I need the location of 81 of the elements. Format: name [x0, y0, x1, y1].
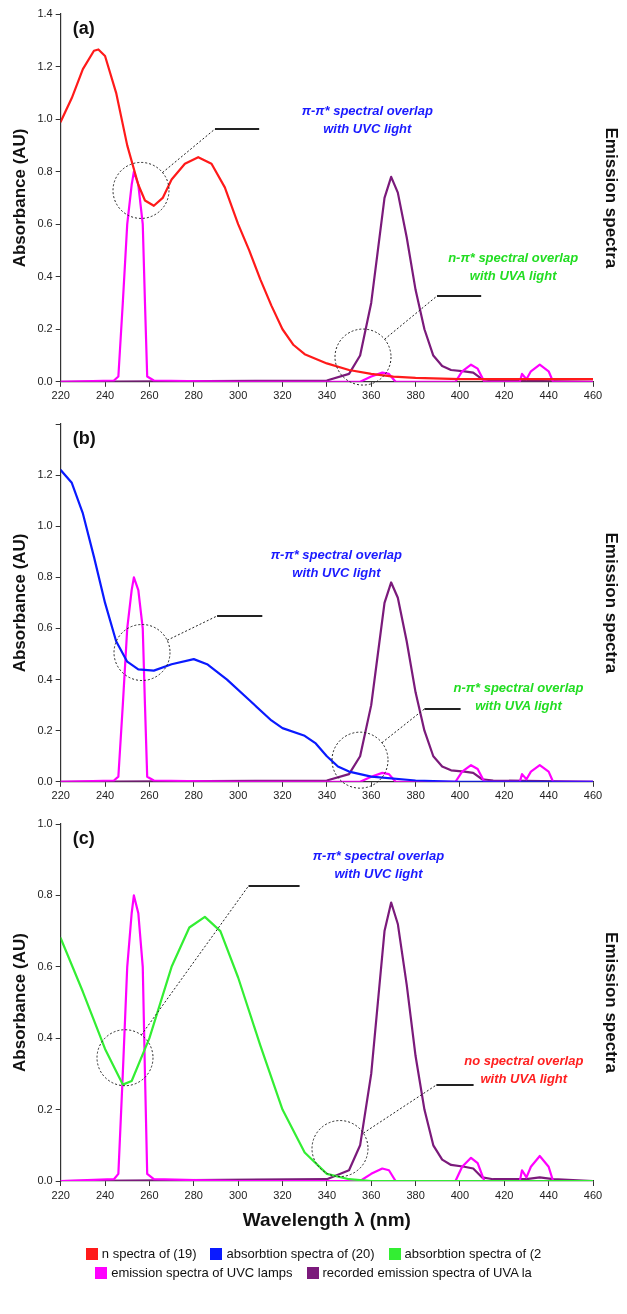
x-tick-label: 320	[273, 789, 292, 802]
y-tick-label: 1.0	[37, 817, 53, 830]
y2-axis-title: Emission spectra	[602, 932, 622, 1074]
y-tick-label: 0.4	[37, 269, 53, 282]
annotation: no spectral overlap with UVA light	[464, 1052, 584, 1089]
y-axis-title: Absorbance (AU)	[9, 533, 29, 673]
x-tick-label: 320	[273, 389, 292, 402]
y-tick-label: 1.0	[37, 519, 53, 532]
annotation: π-π* spectral overlap with UVC light	[301, 102, 433, 139]
y-tick-label: 1.2	[37, 59, 53, 72]
x-tick-label: 440	[539, 389, 558, 402]
y-tick-label: 0.6	[37, 621, 53, 634]
y-tick-label: 1.4	[37, 7, 53, 20]
x-tick-label: 440	[539, 1188, 558, 1201]
x-tick-label: 380	[406, 789, 425, 802]
x-tick-label: 240	[95, 389, 115, 402]
x-tick-label: 240	[95, 1188, 115, 1201]
x-tick-label: 260	[140, 1188, 159, 1201]
x-tick-label: 380	[406, 1188, 425, 1201]
legend-label: absorbtion spectra of (20)	[226, 1246, 375, 1261]
y-tick-label: 0.2	[37, 723, 53, 736]
x-tick-label: 220	[51, 389, 70, 402]
y-tick-label: 0.6	[37, 217, 53, 230]
y-axis-title: Absorbance (AU)	[9, 128, 29, 268]
y-tick-label: 0.4	[37, 1031, 53, 1044]
annotation: n-π* spectral overlap with UVA light	[453, 678, 584, 715]
y2-axis-title: Emission spectra	[602, 127, 622, 269]
x-tick-label: 280	[184, 789, 203, 802]
x-tick-label: 360	[362, 1188, 381, 1201]
y-tick-label: 1.0	[37, 112, 53, 125]
x-tick-label: 300	[228, 1188, 248, 1201]
x-tick-label: 400	[450, 789, 470, 802]
annotation: π-π* spectral overlap with UVC light	[312, 847, 445, 884]
y-tick-label: 0.2	[37, 322, 53, 335]
chart-title: (c)	[72, 827, 95, 848]
x-tick-label: 420	[495, 389, 514, 402]
chart-title: (a)	[72, 17, 95, 38]
x-tick-label: 360	[362, 389, 381, 402]
x-tick-label: 300	[228, 389, 248, 402]
x-tick-label: 320	[273, 1188, 292, 1201]
x-tick-label: 380	[406, 389, 425, 402]
x-tick-label: 460	[583, 389, 603, 402]
x-tick-label: 220	[51, 789, 70, 802]
x-tick-label: 260	[140, 389, 159, 402]
y2-axis-title: Emission spectra	[602, 532, 622, 674]
x-tick-label: 400	[450, 1188, 470, 1201]
y-tick-label: 0.0	[37, 774, 53, 787]
x-tick-label: 460	[583, 789, 603, 802]
x-tick-label: 300	[228, 789, 248, 802]
x-tick-label: 440	[539, 789, 558, 802]
annotation: n-π* spectral overlap with UVA light	[448, 249, 579, 286]
x-tick-label: 260	[140, 789, 159, 802]
y-tick-label: 0.0	[37, 374, 53, 387]
x-tick-label: 220	[51, 1188, 70, 1201]
y-tick-label: 0.8	[37, 164, 53, 177]
x-tick-label: 360	[362, 789, 381, 802]
x-tick-label: 280	[184, 389, 203, 402]
y-tick-label: 0.8	[37, 888, 53, 901]
annotation: π-π* spectral overlap with UVC light	[270, 545, 403, 582]
chart-title: (b)	[72, 427, 96, 448]
x-tick-label: 420	[495, 1188, 514, 1201]
y-tick-label: 0.2	[37, 1102, 53, 1115]
x-tick-label: 240	[95, 789, 115, 802]
y-tick-label: 0.0	[37, 1174, 53, 1187]
x-tick-label: 340	[317, 389, 337, 402]
x-tick-label: 340	[317, 1188, 337, 1201]
y-tick-label: 1.2	[37, 468, 53, 481]
x-axis-title: Wavelength λ (nm)	[242, 1208, 411, 1230]
x-tick-label: 340	[317, 789, 337, 802]
x-tick-label: 420	[495, 789, 514, 802]
legend-label: absorbtion spectra of (2	[404, 1246, 542, 1261]
x-tick-label: 460	[583, 1188, 603, 1201]
x-tick-label: 400	[450, 389, 470, 402]
y-tick-label: 0.4	[37, 672, 53, 685]
legend-label: n spectra of (19)	[101, 1246, 197, 1261]
legend-label: recorded emission spectra of UVA la	[322, 1265, 532, 1280]
y-tick-label: 0.6	[37, 959, 53, 972]
x-tick-label: 280	[184, 1188, 203, 1201]
legend-label: emission spectra of UVC lamps	[111, 1265, 293, 1280]
y-axis-title: Absorbance (AU)	[9, 933, 29, 1072]
y-tick-label: 0.8	[37, 570, 53, 583]
